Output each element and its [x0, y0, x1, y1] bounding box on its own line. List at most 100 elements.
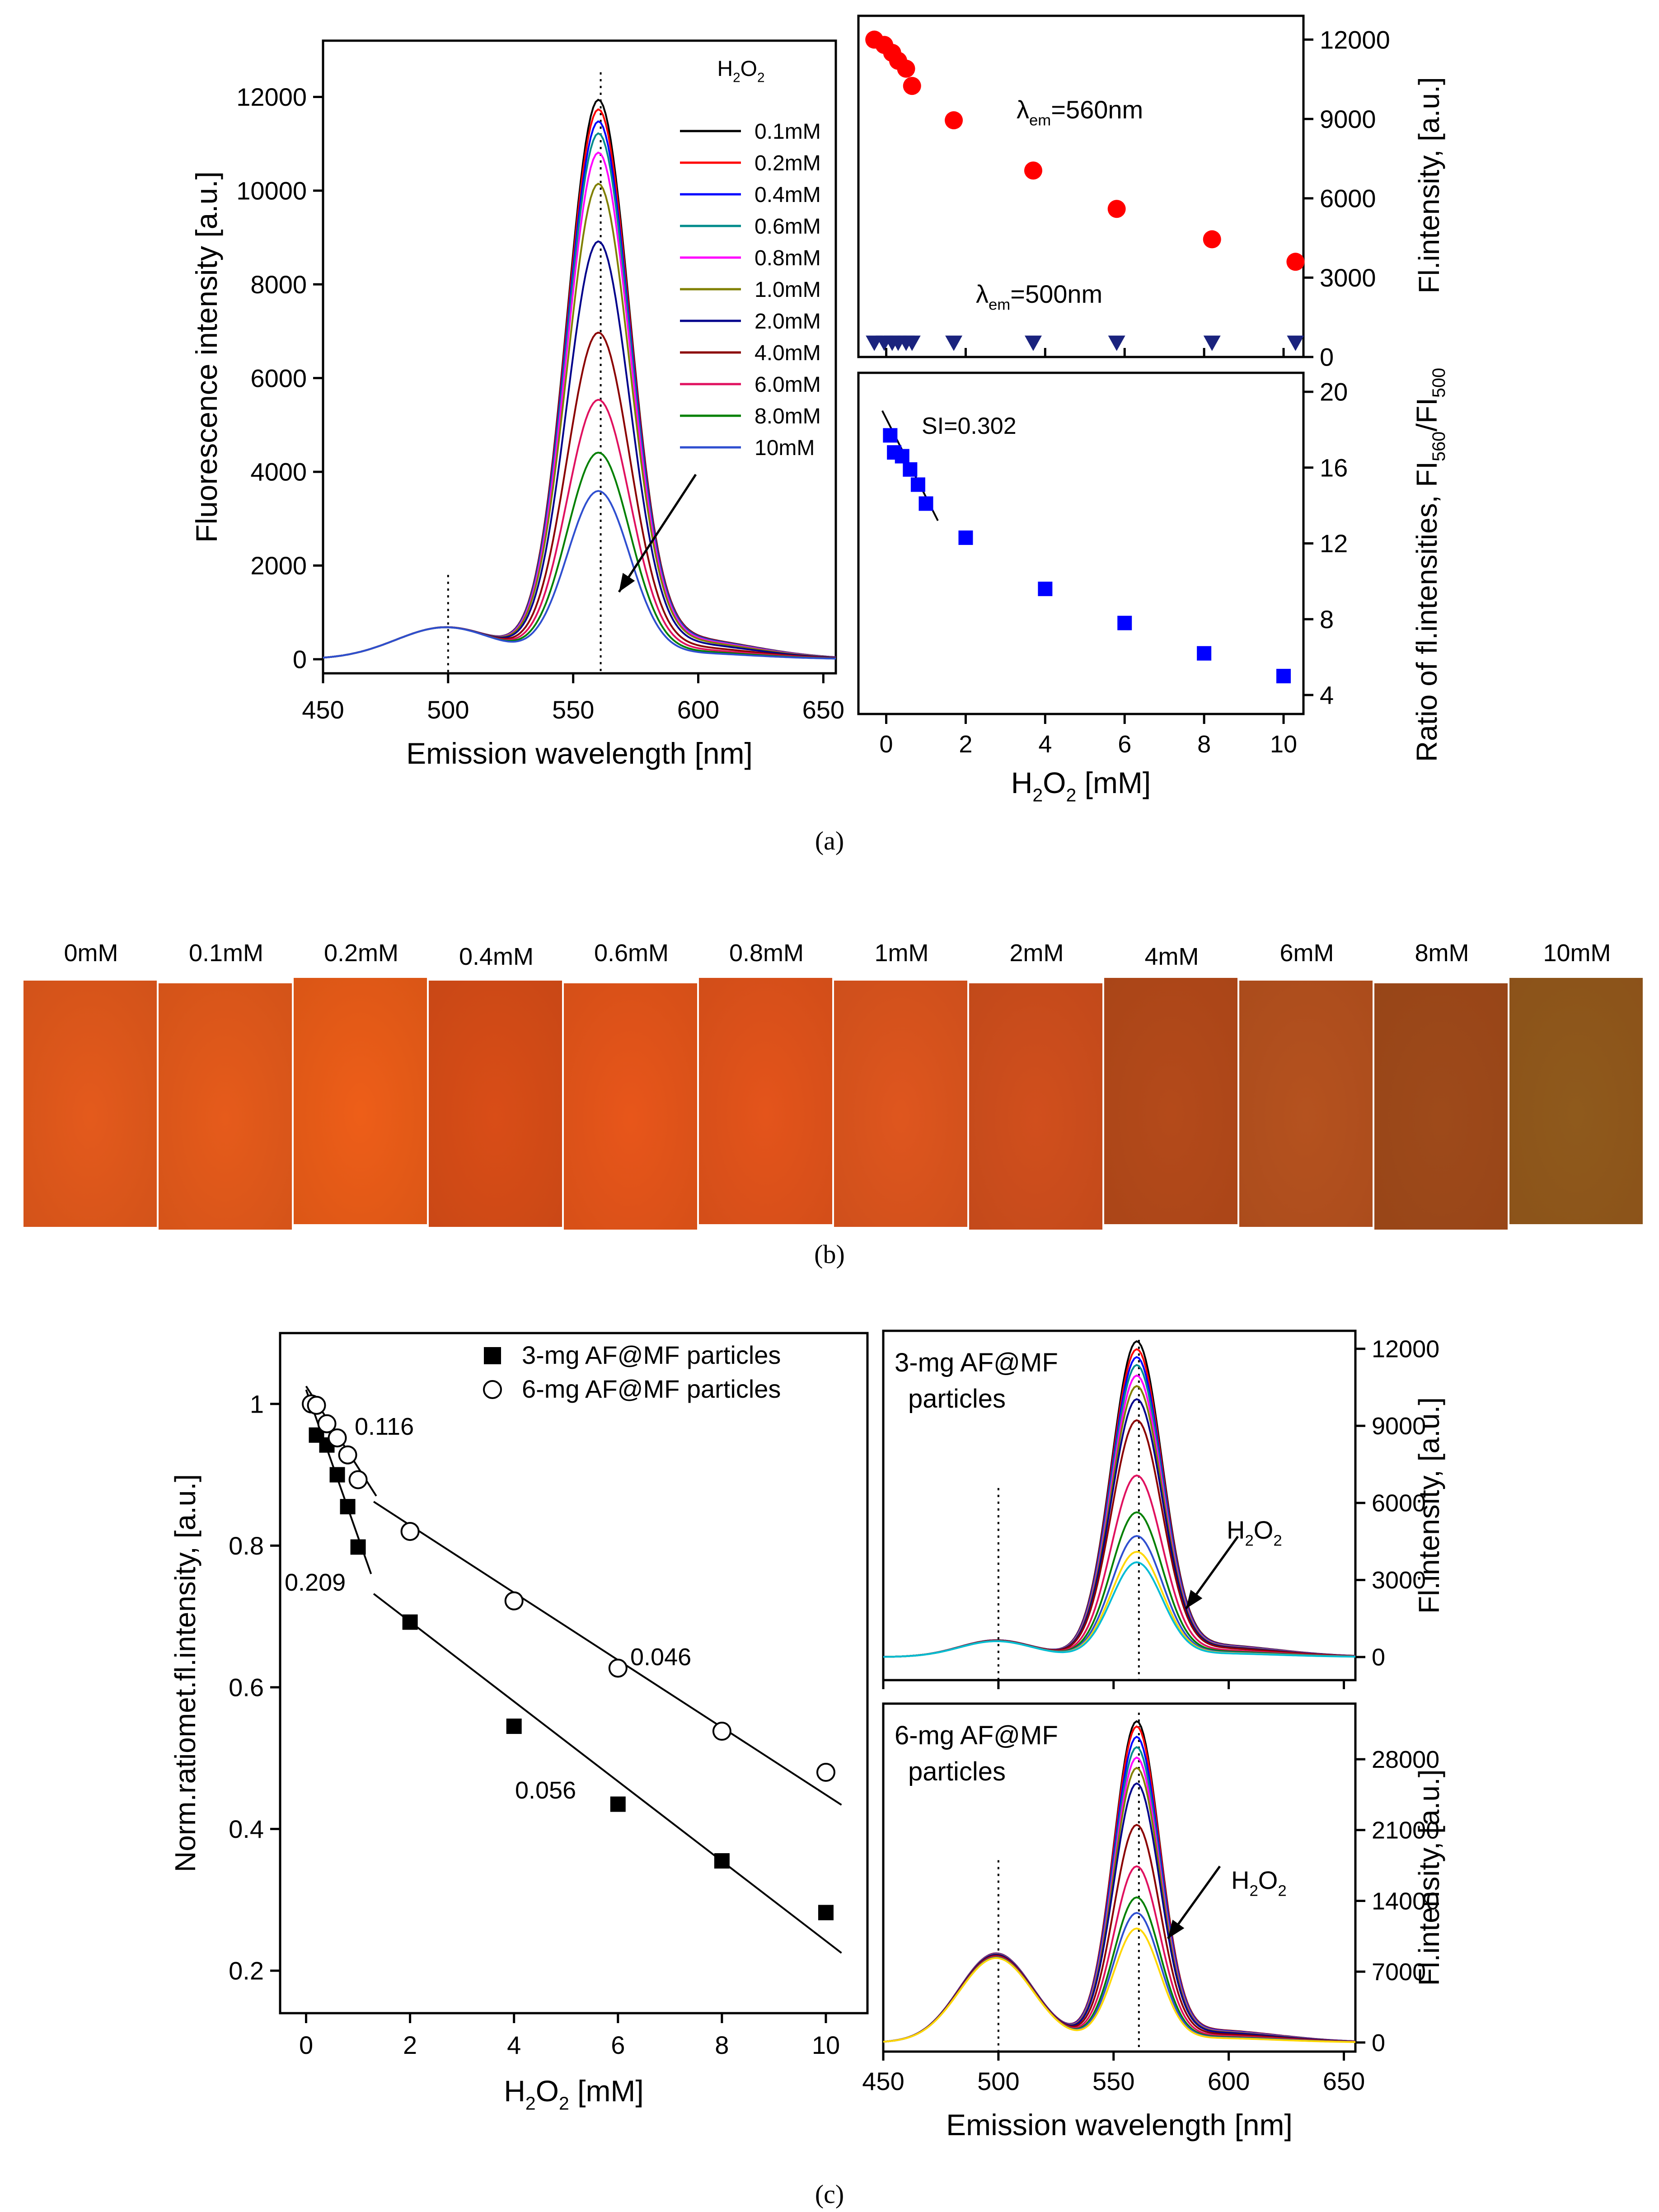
- a-spectra-y-tick-label: 2000: [250, 551, 307, 580]
- c-spectra-annotation: 3-mg AF@MF: [895, 1348, 1058, 1377]
- c-spectra-y-tick-label: 14000: [1372, 1888, 1439, 1915]
- a-spectra-x-tick-label: 650: [802, 695, 844, 724]
- a-bottom-point: [1276, 669, 1291, 684]
- b-photo-label: 1mM: [875, 939, 929, 967]
- c-legend-marker: [484, 1347, 501, 1364]
- c-spectrum-line: [883, 1511, 1355, 1658]
- c-spectra-y-tick-label: 7000: [1372, 1958, 1426, 1986]
- c-left-ylabel: Norm.ratiomet.fl.intensity, [a.u.]: [169, 1474, 202, 1872]
- c-bottom-arrow-label-part: 2: [1249, 1883, 1258, 1900]
- a-top-annotation-500-part: em: [989, 296, 1010, 314]
- b-photo-label: 0.8mM: [729, 939, 804, 967]
- c-legend-label: 3-mg AF@MF particles: [522, 1341, 781, 1369]
- b-photo-label: 2mM: [1010, 939, 1064, 967]
- a-top-annotation-560-part: =560nm: [1051, 95, 1143, 124]
- panel-c: 3-mg AF@MF particles 6-mg AF@MF particles…: [169, 1329, 1445, 2142]
- c-spectrum-line: [883, 1550, 1356, 1658]
- a-bottom-point: [958, 530, 973, 545]
- c-spectra-annotation: particles: [908, 1757, 1006, 1786]
- a-spectra-x-tick-label: 550: [552, 695, 594, 724]
- panel-b: 0mM 0.1mM 0.2mM 0.4mM 0.6mM 0.8mM 1mM 2mM 4mM 6mM…: [23, 939, 1643, 1230]
- c-spectra-y-tick-label: 9000: [1372, 1413, 1426, 1440]
- c-spectra-y-tick-label: 12000: [1372, 1336, 1439, 1363]
- c-bottom-arrow-label: H2O2: [1231, 1866, 1287, 1900]
- a-top-point: [1286, 253, 1305, 271]
- b-photo-tile: [969, 983, 1102, 1230]
- c-left-fit-line: [373, 1593, 842, 1954]
- b-photo-tile: [564, 983, 697, 1230]
- c-left-xlabel: H2O2 [mM]: [504, 2074, 644, 2113]
- a-bottom-point: [919, 496, 933, 511]
- a-bottom-y-tick-label: 12: [1320, 529, 1348, 558]
- c-left-y-tick-label: 0.2: [229, 1957, 264, 1985]
- a-legend-label: 6.0mM: [755, 373, 821, 397]
- c-left-point: [504, 1591, 524, 1611]
- a-bottom-ylabel-part: Ratio of fl.intensities, FI: [1411, 461, 1443, 762]
- b-photo-label: 10mM: [1543, 939, 1611, 967]
- c-left-point: [340, 1499, 356, 1515]
- panel-a-label: (a): [815, 826, 844, 855]
- a-top-point: [903, 335, 921, 351]
- c-spectra-x-tick-label: 450: [862, 2067, 904, 2095]
- a-bottom-point: [903, 462, 918, 477]
- c-left-y-tick-label: 0.6: [229, 1673, 264, 1701]
- c-left-x-tick-label: 10: [812, 2031, 840, 2059]
- a-bottom-y-tick-label: 8: [1320, 605, 1334, 634]
- a-legend-title-part: H: [717, 57, 733, 81]
- c-spectra-xlabel: Emission wavelength [nm]: [946, 2108, 1293, 2142]
- a-legend-label: 4.0mM: [755, 341, 821, 365]
- c-spectrum-line: [883, 1561, 1356, 1658]
- c-left-fit-line: [373, 1501, 842, 1806]
- a-bottom-point: [1038, 582, 1053, 596]
- a-bottom-x-tick-label: 0: [880, 731, 893, 758]
- c-left-point: [400, 1522, 420, 1541]
- a-spectra-x-tick-label: 600: [677, 695, 719, 724]
- a-bottom-ylabel-part: 500: [1429, 368, 1449, 398]
- c-spectra-y-tick-label: 21000: [1372, 1817, 1439, 1844]
- a-bottom-xlabel-part: [mM]: [1076, 766, 1151, 799]
- c-left-xlabel-part: 2: [559, 2093, 569, 2113]
- c-left-point: [317, 1414, 337, 1433]
- b-photo-tile: [23, 981, 157, 1227]
- c-left-point: [402, 1614, 418, 1630]
- a-spectra-x-tick-label: 450: [302, 695, 344, 724]
- a-bottom-xlabel-part: H: [1011, 766, 1033, 799]
- b-photo-tile: [159, 983, 292, 1230]
- b-photo-tile: [1509, 978, 1643, 1224]
- a-legend-title-part: 2: [733, 70, 740, 85]
- a-spectra-y-tick-label: 4000: [250, 458, 307, 486]
- a-legend-title-part: O: [740, 57, 757, 81]
- a-top-point: [1107, 200, 1126, 218]
- c-slope-label: 0.056: [515, 1777, 576, 1804]
- a-spectra-y-tick-label: 10000: [236, 176, 307, 205]
- b-photo-label: 8mM: [1415, 939, 1469, 967]
- a-spectra-ylabel: Fluorescence intensity [a.u.]: [190, 171, 223, 543]
- c-left-point: [307, 1395, 326, 1415]
- c-spectra-y-tick-label: 3000: [1372, 1567, 1426, 1594]
- c-spectra-ylabel: Fl.intensity, [a.u.]: [1413, 1397, 1445, 1614]
- c-top-arrow-label-part: O: [1254, 1516, 1274, 1544]
- c-spectra-annotation: 6-mg AF@MF: [895, 1721, 1058, 1750]
- a-top-point: [945, 335, 963, 351]
- a-top-annotation-560-part: em: [1029, 112, 1051, 129]
- a-legend-label: 8.0mM: [755, 404, 821, 428]
- c-left-x-tick-label: 4: [507, 2031, 521, 2059]
- c-top-arrow-label-part: 2: [1273, 1532, 1282, 1550]
- a-top-annotation-500: λem=500nm: [976, 280, 1102, 314]
- a-legend-label: 0.6mM: [755, 215, 821, 239]
- c-spectrum-line: [883, 1927, 1356, 2043]
- c-spectra-x-tick-label: 500: [977, 2067, 1019, 2095]
- c-legend-label: 6-mg AF@MF particles: [522, 1375, 781, 1403]
- a-top-point: [1203, 335, 1221, 351]
- c-spectra-ylabel: Fl.intensity, [a.u.]: [1413, 1770, 1445, 1986]
- a-top-y-tick-label: 12000: [1320, 25, 1390, 54]
- a-top-annotation-500-part: λ: [976, 280, 989, 308]
- b-photo-tile: [1239, 981, 1373, 1227]
- c-bottom-arrow-label-part: 2: [1278, 1883, 1286, 1900]
- c-left-xlabel-part: O: [536, 2074, 559, 2108]
- c-spectra-x-tick-label: 600: [1208, 2067, 1250, 2095]
- a-top-point: [1203, 230, 1221, 249]
- a-spectra-y-tick-label: 6000: [250, 364, 307, 392]
- a-top-annotation-560-part: λ: [1017, 95, 1029, 124]
- c-left-point: [506, 1719, 522, 1734]
